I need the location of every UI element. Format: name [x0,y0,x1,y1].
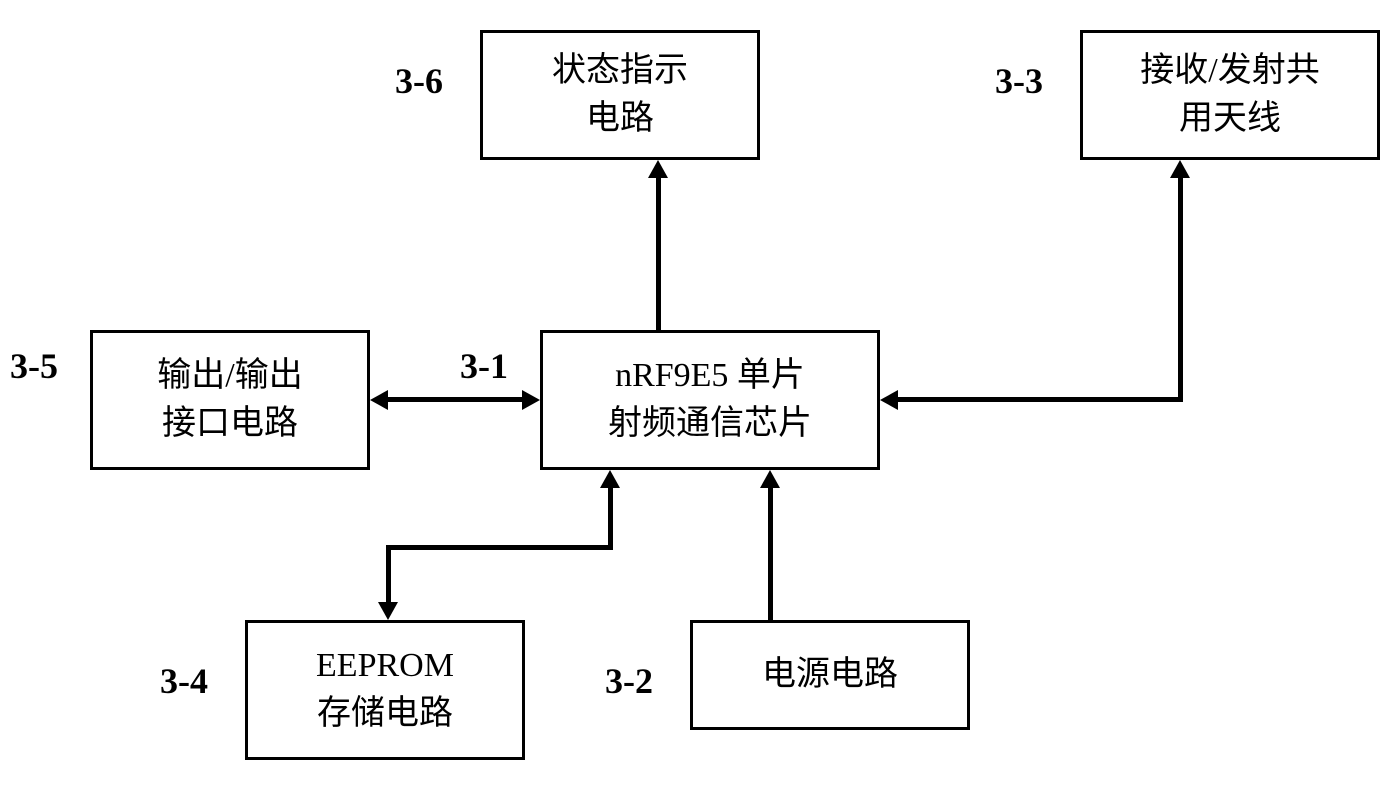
box-line: 存储电路 [317,690,453,738]
arrowhead-up-icon [648,160,668,178]
box-line: 射频通信芯片 [608,400,812,448]
label-3-1: 3-1 [460,345,508,387]
box-line: 状态指示 [552,47,688,95]
edge-center-to-status [656,178,661,330]
box-antenna: 接收/发射共 用天线 [1080,30,1380,160]
edge-power-to-center [768,488,773,620]
label-3-6: 3-6 [395,60,443,102]
box-line: 输出/输出 [157,352,302,400]
block-diagram: 3-6 状态指示 电路 3-3 接收/发射共 用天线 3-1 nRF9E5 单片… [0,0,1390,790]
box-status-indicator: 状态指示 电路 [480,30,760,160]
box-line: 接收/发射共 [1140,47,1319,95]
edge-antenna-horiz [898,397,1183,402]
arrowhead-down-icon [378,602,398,620]
box-line: 用天线 [1179,95,1281,143]
box-line: EEPROM [316,642,454,690]
label-3-4: 3-4 [160,660,208,702]
label-3-5: 3-5 [10,345,58,387]
arrowhead-left-icon [370,390,388,410]
box-line: 接口电路 [162,400,298,448]
label-3-2: 3-2 [605,660,653,702]
edge-eeprom-vert2 [386,545,391,602]
box-power: 电源电路 [690,620,970,730]
box-rf-chip: nRF9E5 单片 射频通信芯片 [540,330,880,470]
arrowhead-right-icon [522,390,540,410]
box-io-interface: 输出/输出 接口电路 [90,330,370,470]
label-3-3: 3-3 [995,60,1043,102]
edge-eeprom-vert [608,488,613,550]
edge-center-to-io [388,397,522,402]
box-line: nRF9E5 单片 [615,352,805,400]
box-line: 电源电路 [762,651,898,699]
arrowhead-up-icon [600,470,620,488]
box-eeprom: EEPROM 存储电路 [245,620,525,760]
edge-eeprom-horiz [386,545,613,550]
edge-antenna-vert [1178,178,1183,400]
arrowhead-left-icon [880,390,898,410]
box-line: 电路 [586,95,654,143]
arrowhead-up-icon [1170,160,1190,178]
arrowhead-up-icon [760,470,780,488]
